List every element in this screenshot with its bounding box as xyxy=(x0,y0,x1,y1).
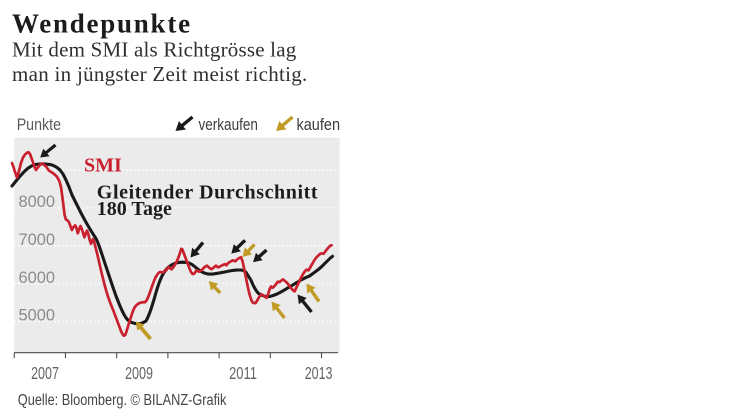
svg-text:verkaufen: verkaufen xyxy=(199,115,258,134)
svg-text:Wendepunkte: Wendepunkte xyxy=(12,9,192,39)
svg-text:2009: 2009 xyxy=(125,363,153,383)
svg-text:2013: 2013 xyxy=(305,363,333,383)
svg-text:180 Tage: 180 Tage xyxy=(97,198,172,220)
svg-text:Quelle: Bloomberg. © BILANZ-Gr: Quelle: Bloomberg. © BILANZ-Grafik xyxy=(18,392,227,409)
svg-text:7000: 7000 xyxy=(19,231,56,249)
svg-text:SMI: SMI xyxy=(84,155,122,177)
svg-text:6000: 6000 xyxy=(19,269,56,287)
svg-text:2007: 2007 xyxy=(31,363,59,383)
svg-text:Mit dem SMI als Richtgrösse la: Mit dem SMI als Richtgrösse lag xyxy=(12,38,297,62)
svg-text:man in jüngster Zeit meist ric: man in jüngster Zeit meist richtig. xyxy=(12,62,308,86)
svg-text:kaufen: kaufen xyxy=(297,115,341,134)
svg-text:8000: 8000 xyxy=(19,193,56,211)
svg-text:Punkte: Punkte xyxy=(17,115,61,134)
svg-text:5000: 5000 xyxy=(19,307,56,325)
svg-text:Gleitender Durchschnitt: Gleitender Durchschnitt xyxy=(97,182,318,204)
svg-text:2011: 2011 xyxy=(229,363,257,383)
